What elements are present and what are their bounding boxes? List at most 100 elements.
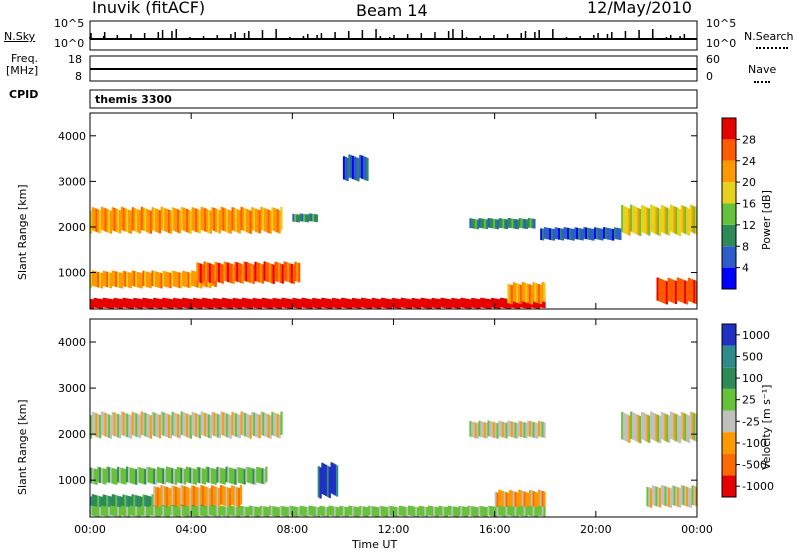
heatmap-cell: [650, 411, 653, 439]
heatmap-cell: [169, 210, 173, 234]
heatmap-cell: [140, 299, 143, 309]
heatmap-cell: [660, 411, 664, 440]
heatmap-cell: [207, 467, 210, 483]
heatmap-cell: [212, 297, 216, 308]
heatmap-cell: [494, 298, 497, 309]
heatmap-cell: [187, 487, 190, 508]
heatmap-cell: [108, 467, 111, 483]
heatmap-cell: [109, 299, 113, 309]
heatmap-cell: [359, 505, 362, 516]
heatmap-cell: [115, 506, 118, 517]
heatmap-cell: [91, 270, 95, 287]
heatmap-cell: [200, 206, 203, 231]
heatmap-cell: [111, 299, 114, 309]
heatmap-cell: [100, 467, 104, 484]
heatmap-cell: [314, 214, 317, 222]
heatmap-cell: [595, 227, 599, 240]
heatmap-cell: [543, 227, 546, 239]
heatmap-cell: [503, 506, 506, 517]
heatmap-cell: [348, 505, 351, 516]
heatmap-cell: [680, 205, 683, 233]
heatmap-cell: [265, 413, 269, 438]
heatmap-cell: [195, 208, 198, 232]
heatmap-cell: [137, 414, 140, 438]
heatmap-cell: [149, 210, 153, 234]
heatmap-cell: [177, 414, 180, 438]
heatmap-cell: [362, 156, 365, 180]
heatmap-cell: [315, 506, 319, 517]
heatmap-cell: [138, 414, 142, 439]
heatmap-cell: [415, 298, 418, 309]
colorbar-tick-label: 500: [742, 350, 763, 363]
heatmap-cell: [642, 412, 646, 441]
heatmap-cell: [196, 466, 199, 483]
heatmap-cell: [298, 263, 301, 283]
heatmap-cell: [109, 467, 113, 484]
heatmap-cell: [214, 506, 217, 517]
heatmap-cell: [523, 422, 526, 438]
heatmap-cell: [142, 297, 145, 308]
heatmap-cell: [186, 209, 189, 233]
heatmap-cell: [162, 297, 165, 308]
heatmap-cell: [271, 207, 274, 231]
heatmap-cell: [194, 486, 197, 507]
heatmap-cell: [138, 272, 141, 288]
heatmap-cell: [536, 298, 539, 309]
heatmap-cell: [409, 299, 412, 309]
heatmap-cell: [510, 285, 514, 305]
heatmap-cell: [207, 262, 210, 283]
nsky-label: N.Sky: [4, 30, 36, 43]
heatmap-cell: [482, 421, 485, 438]
heatmap-cell: [505, 219, 509, 230]
heatmap-cell: [262, 207, 265, 231]
heatmap-cell: [364, 506, 367, 517]
heatmap-cell: [178, 487, 181, 508]
heatmap-cell: [330, 299, 333, 309]
heatmap-cell: [258, 263, 261, 283]
heatmap-cell: [230, 485, 234, 505]
heatmap-cell: [91, 207, 95, 231]
heatmap-cell: [324, 298, 328, 309]
heatmap-cell: [321, 506, 324, 516]
heatmap-cell: [99, 507, 102, 517]
heatmap-cell: [267, 298, 270, 309]
heatmap-cell: [129, 467, 132, 484]
heatmap-cell: [342, 298, 346, 308]
heatmap-cell: [384, 506, 387, 517]
heatmap-cell: [153, 468, 156, 485]
heatmap-cell: [359, 154, 362, 179]
heatmap-cell: [126, 495, 129, 512]
heatmap-cell: [496, 298, 499, 309]
heatmap-cell: [184, 208, 187, 232]
heatmap-cell: [155, 469, 158, 485]
heatmap-cell: [234, 261, 237, 282]
heatmap-cell: [261, 297, 264, 308]
heatmap-cell: [485, 507, 488, 517]
heatmap-cell: [294, 214, 297, 222]
heatmap-cell: [391, 506, 394, 517]
heatmap-cell: [303, 298, 306, 308]
heatmap-cell: [223, 261, 226, 281]
heatmap-cell: [260, 206, 263, 231]
heatmap-cell: [194, 271, 197, 287]
heatmap-cell: [160, 505, 163, 516]
heatmap-cell: [476, 423, 479, 439]
heatmap-cell: [259, 263, 263, 283]
heatmap-cell: [99, 467, 102, 484]
heatmap-cell: [178, 467, 181, 484]
heatmap-cell: [109, 505, 113, 516]
heatmap-cell: [382, 298, 385, 308]
heatmap-cell: [191, 485, 194, 505]
heatmap-cell: [227, 467, 230, 483]
y-tick-label: 2000: [58, 221, 86, 234]
heatmap-cell: [151, 494, 154, 510]
heatmap-cell: [191, 505, 194, 516]
heatmap-cell: [536, 507, 539, 517]
heatmap-cell: [476, 219, 479, 230]
heatmap-cell: [178, 298, 181, 309]
heatmap-cell: [108, 298, 111, 309]
heatmap-cell: [169, 467, 172, 484]
heatmap-cell: [312, 213, 315, 222]
heatmap-cell: [518, 218, 521, 228]
heatmap-cell: [200, 467, 203, 484]
